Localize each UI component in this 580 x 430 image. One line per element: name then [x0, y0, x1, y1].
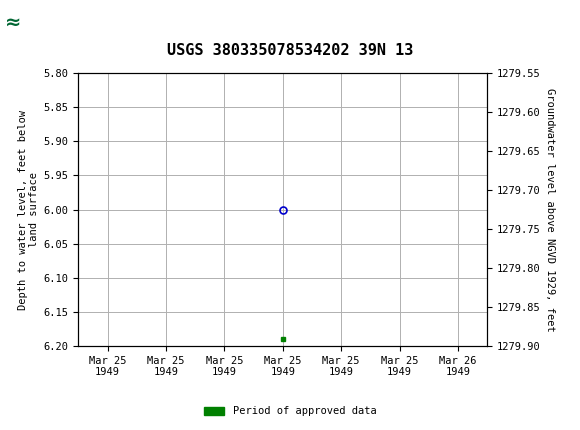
Y-axis label: Groundwater level above NGVD 1929, feet: Groundwater level above NGVD 1929, feet [545, 88, 555, 332]
Legend: Period of approved data: Period of approved data [200, 402, 380, 421]
Text: USGS 380335078534202 39N 13: USGS 380335078534202 39N 13 [167, 43, 413, 58]
Y-axis label: Depth to water level, feet below
land surface: Depth to water level, feet below land su… [18, 110, 39, 310]
Text: USGS: USGS [61, 14, 116, 31]
Text: ≈: ≈ [5, 13, 21, 32]
Bar [3, 4, 55, 41]
